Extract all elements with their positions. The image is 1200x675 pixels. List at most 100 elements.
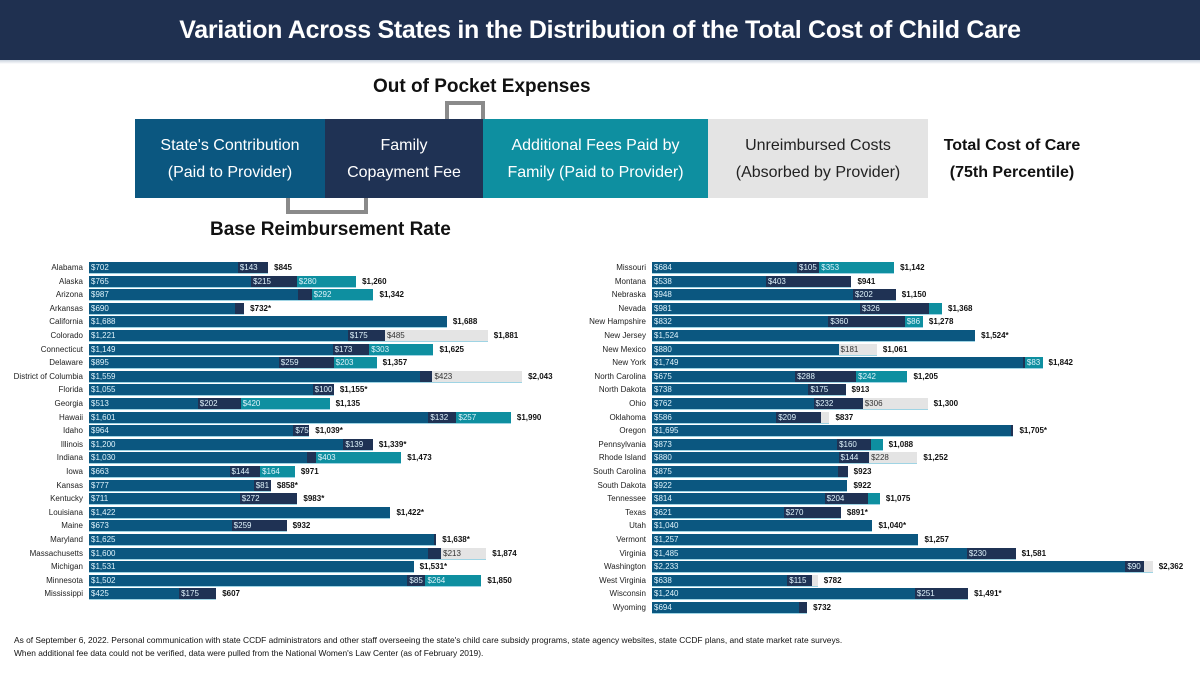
bar-segment-family-copayment — [293, 425, 310, 438]
bar-segment-family-copayment — [428, 411, 457, 424]
bar-segment-state-contribution — [89, 398, 198, 410]
segment-value-label: $209 — [778, 412, 797, 422]
bar-segment-state-contribution — [89, 588, 180, 601]
total-cost-label: $1,260 — [362, 276, 387, 286]
state-label: North Carolina — [594, 371, 646, 381]
bar-segment-family-copayment — [197, 398, 241, 410]
segment-value-label: $160 — [839, 439, 857, 449]
bar-segment-family-copayment — [307, 452, 316, 465]
state-label: Maine — [61, 521, 83, 531]
total-cost-label: $1,205 — [913, 371, 938, 381]
legend-copay-line1: Family — [380, 136, 428, 154]
bar-segment-state-contribution — [89, 302, 236, 315]
legend-fees-line1: Additional Fees Paid by — [511, 136, 680, 154]
bar-segment-state-contribution — [652, 398, 814, 410]
bar-segment-family-copayment — [837, 438, 871, 451]
total-cost-label: $1,368 — [948, 303, 973, 313]
segment-value-label: $420 — [242, 399, 261, 408]
segment-value-label: $403 — [768, 276, 786, 286]
bar-segment-family-copayment — [237, 262, 269, 274]
bar-segment-additional-fees — [311, 289, 374, 302]
bar-segment-additional-fees — [856, 370, 908, 383]
bar-segment-additional-fees — [260, 466, 295, 478]
bar-segment-state-contribution — [652, 452, 839, 465]
total-cost-label: $971 — [300, 467, 319, 476]
segment-value-label: $303 — [371, 344, 390, 354]
bar-segment-family-copayment — [787, 574, 812, 587]
total-cost-label: $1,339* — [378, 439, 407, 449]
segment-value-label: $173 — [334, 344, 353, 354]
bar-segment-family-copayment — [852, 289, 896, 302]
total-cost-label: $1,257 — [924, 535, 949, 544]
segment-value-label: $86 — [906, 317, 921, 327]
segment-value-label: $280 — [298, 276, 317, 286]
segment-value-label: $353 — [821, 263, 840, 272]
bar-segment-family-copayment — [239, 493, 298, 506]
bar-segment-family-copayment — [799, 602, 808, 614]
segment-value-label: $425 — [91, 589, 109, 599]
segment-value-label: $1,524 — [654, 331, 679, 340]
segment-value-label: $895 — [91, 358, 109, 368]
bar-segment-state-contribution — [89, 493, 240, 506]
segment-value-label: $738 — [654, 385, 672, 395]
segment-value-label: $85 — [409, 575, 423, 585]
legend-state-line2: (Paid to Provider) — [167, 163, 293, 181]
bar-segment-unreimbursed-costs — [820, 411, 830, 424]
total-cost-label: $1,705* — [1019, 426, 1048, 436]
segment-value-label: $264 — [427, 575, 446, 585]
segment-value-label: $621 — [654, 507, 672, 517]
bar-segment-family-copayment — [298, 289, 312, 302]
legend-total-cost: Total Cost of Care (75th Percentile) — [932, 119, 1092, 198]
total-cost-label: $983* — [303, 494, 325, 504]
state-label: California — [49, 317, 83, 327]
state-label: Ohio — [629, 399, 646, 408]
total-cost-label: $1,300 — [933, 399, 959, 408]
segment-value-label: $1,240 — [654, 589, 679, 599]
segment-value-label: $228 — [871, 453, 889, 463]
total-cost-label: $1,531* — [419, 562, 448, 572]
state-label: Mississippi — [44, 589, 83, 599]
segment-value-label: $213 — [443, 548, 461, 558]
segment-value-label: $948 — [654, 290, 672, 300]
bar-segment-family-copayment — [828, 316, 905, 329]
legend-unreimbursed-line1: Unreimbursed Costs — [745, 136, 891, 154]
state-label: Alaska — [58, 276, 83, 286]
segment-value-label: $175 — [349, 331, 368, 340]
segment-value-label: $403 — [317, 453, 336, 463]
bar-segment-family-copayment — [783, 506, 841, 519]
state-label: Montana — [614, 276, 646, 286]
segment-value-label: $175 — [181, 589, 199, 599]
total-cost-label: $913 — [851, 385, 870, 395]
bar-segment-family-copayment — [838, 452, 870, 465]
bar-segment-unreimbursed-costs — [432, 370, 523, 383]
bar-segment-state-contribution — [652, 411, 777, 424]
bar-segment-family-copayment — [808, 384, 846, 397]
total-cost-label: $923 — [853, 467, 872, 476]
bar-segment-additional-fees — [240, 398, 330, 410]
state-label: Virginia — [619, 548, 646, 558]
total-cost-label: $1,150 — [901, 290, 927, 300]
segment-value-label: $586 — [654, 412, 672, 422]
total-cost-label: $1,422* — [396, 507, 425, 517]
bar-segment-state-contribution — [89, 506, 391, 519]
state-label: Pennsylvania — [598, 439, 646, 449]
total-cost-label: $932 — [292, 521, 311, 531]
segment-value-label: $202 — [854, 290, 873, 300]
segment-value-label: $684 — [654, 263, 672, 272]
total-cost-label: $837 — [835, 412, 854, 422]
bar-segment-state-contribution — [89, 452, 308, 465]
bar-segment-state-contribution — [89, 574, 408, 587]
bar-segment-unreimbursed-costs — [869, 452, 918, 465]
bar-segment-state-contribution — [89, 438, 344, 451]
segment-value-label: $673 — [91, 521, 109, 531]
state-label: Oklahoma — [609, 412, 646, 422]
bar-segment-family-copayment — [776, 411, 821, 424]
state-label: New Hampshire — [589, 317, 646, 327]
total-cost-label: $782 — [823, 575, 842, 585]
state-label: North Dakota — [598, 385, 646, 395]
segment-value-label: $675 — [654, 371, 672, 381]
state-label: Oregon — [619, 426, 646, 436]
bar-segment-state-contribution — [89, 534, 434, 546]
segment-value-label: $204 — [826, 494, 845, 504]
segment-value-label: $232 — [815, 399, 834, 408]
